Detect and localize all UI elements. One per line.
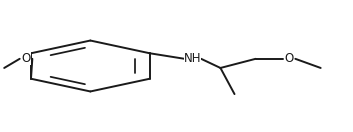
Text: O: O xyxy=(285,52,294,65)
Text: NH: NH xyxy=(184,52,201,65)
Text: O: O xyxy=(22,52,31,65)
